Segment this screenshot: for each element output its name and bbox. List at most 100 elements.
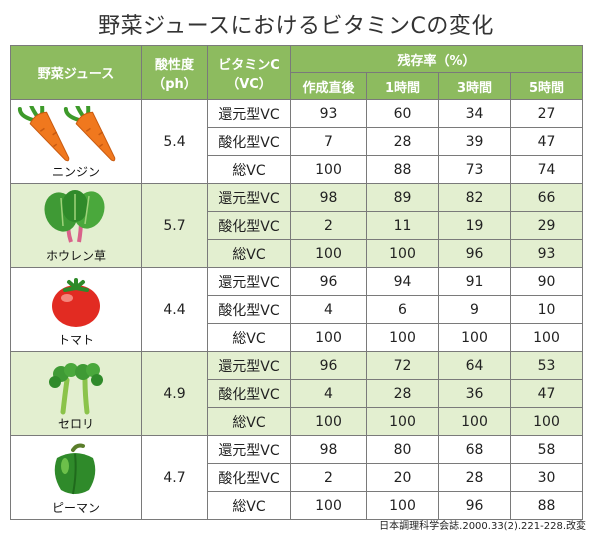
- table-row: 酸化型VC 4 6 9 10: [11, 295, 584, 324]
- residual-value: 20: [366, 463, 439, 492]
- vegetable-cell: ホウレン草: [10, 183, 142, 268]
- source-citation: 日本調理科学会誌.2000.33(2).221-228.改変: [379, 521, 586, 532]
- vegetable-cell: ピーマン: [10, 435, 142, 520]
- vegetable-name: ホウレン草: [45, 249, 106, 263]
- vc-type: 酸化型VC: [207, 463, 291, 492]
- vegetable-group-tomato: トマト 4.4 還元型VC 96 94 91 90 酸化型VC 4 6 9 10…: [10, 267, 584, 352]
- ph-value: 4.7: [141, 435, 208, 520]
- header-vc-line2: （VC）: [226, 76, 272, 92]
- residual-value: 30: [509, 463, 584, 492]
- residual-value: 88: [509, 491, 584, 520]
- table-row: 酸化型VC 4 28 36 47: [11, 379, 584, 408]
- residual-value: 100: [290, 155, 367, 184]
- header-ph: 酸性度 （ph）: [141, 45, 208, 100]
- header-time: 作成直後: [290, 72, 367, 100]
- residual-value: 6: [366, 295, 439, 324]
- page-title: 野菜ジュースにおけるビタミンCの変化: [98, 14, 494, 39]
- table-row: 総VC 100 100 96 93: [11, 239, 584, 268]
- table-row: トマト 4.4 還元型VC 96 94 91 90: [10, 267, 584, 352]
- residual-value: 100: [509, 323, 584, 352]
- table-row: 酸化型VC 7 28 39 47: [11, 127, 584, 156]
- residual-value: 100: [366, 323, 439, 352]
- header-time: 1時間: [366, 72, 439, 100]
- header-time: 5時間: [509, 72, 584, 100]
- table-row: ニンジン 5.4 還元型VC 93 60 34 27: [10, 94, 584, 184]
- residual-value: 100: [366, 491, 439, 520]
- table-row: 総VC 100 100 100 100: [11, 407, 584, 436]
- residual-value: 93: [509, 239, 584, 268]
- tomato-icon: [11, 274, 141, 332]
- vegetable-group-green-pepper: ピーマン 4.7 還元型VC 98 80 68 58 酸化型VC 2 20 28…: [10, 435, 584, 520]
- residual-value: 96: [438, 491, 511, 520]
- residual-value: 27: [509, 99, 584, 128]
- residual-value: 4: [290, 295, 367, 324]
- residual-value: 47: [509, 127, 584, 156]
- residual-value: 100: [366, 239, 439, 268]
- vc-type: 還元型VC: [207, 267, 291, 296]
- vc-type: 還元型VC: [207, 435, 291, 464]
- residual-value: 28: [366, 127, 439, 156]
- residual-value: 96: [290, 267, 367, 296]
- residual-value: 91: [438, 267, 511, 296]
- residual-value: 28: [438, 463, 511, 492]
- vc-type: 総VC: [207, 323, 291, 352]
- residual-value: 98: [290, 183, 367, 212]
- celery-icon: [11, 358, 141, 416]
- ph-value: 4.4: [141, 267, 208, 352]
- table-row: 総VC 100 100 100 100: [11, 323, 584, 352]
- residual-value: 90: [509, 267, 584, 296]
- residual-value: 2: [290, 463, 367, 492]
- vc-type: 酸化型VC: [207, 211, 291, 240]
- residual-value: 9: [438, 295, 511, 324]
- vegetable-name: セロリ: [57, 417, 94, 431]
- residual-value: 74: [509, 155, 584, 184]
- residual-value: 53: [509, 351, 584, 380]
- residual-value: 58: [509, 435, 584, 464]
- vegetable-name: ニンジン: [51, 165, 100, 179]
- residual-value: 100: [366, 407, 439, 436]
- residual-value: 80: [366, 435, 439, 464]
- residual-value: 19: [438, 211, 511, 240]
- vc-type: 酸化型VC: [207, 127, 291, 156]
- vitamin-c-table: 野菜ジュース 酸性度 （ph） ビタミンC （VC） 残存率（%） 作成直後 1…: [10, 45, 584, 520]
- residual-value: 10: [509, 295, 584, 324]
- residual-value: 96: [438, 239, 511, 268]
- header-ph-line2: （ph）: [152, 76, 197, 92]
- spinach-icon: [11, 190, 141, 248]
- vegetable-group-spinach: ホウレン草 5.7 還元型VC 98 89 82 66 酸化型VC 2 11 1…: [10, 183, 584, 268]
- residual-value: 34: [438, 99, 511, 128]
- green-pepper-icon: [11, 442, 141, 500]
- residual-value: 100: [290, 407, 367, 436]
- header-vegetable: 野菜ジュース: [10, 45, 142, 100]
- table-row: 酸化型VC 2 11 19 29: [11, 211, 584, 240]
- residual-value: 64: [438, 351, 511, 380]
- residual-value: 100: [290, 323, 367, 352]
- header-residual: 残存率（%）: [289, 45, 584, 73]
- residual-value: 100: [438, 407, 511, 436]
- header-time: 3時間: [438, 72, 511, 100]
- table-row: 総VC 100 88 73 74: [11, 155, 584, 184]
- residual-value: 28: [366, 379, 439, 408]
- residual-value: 82: [438, 183, 511, 212]
- vegetable-name: ピーマン: [51, 501, 100, 515]
- residual-value: 100: [290, 491, 367, 520]
- vegetable-cell: ニンジン: [10, 94, 142, 184]
- vegetable-cell: セロリ: [10, 351, 142, 436]
- table-row: ピーマン 4.7 還元型VC 98 80 68 58: [10, 435, 584, 520]
- residual-value: 98: [290, 435, 367, 464]
- residual-value: 4: [290, 379, 367, 408]
- vc-type: 総VC: [207, 239, 291, 268]
- vegetable-group-celery: セロリ 4.9 還元型VC 96 72 64 53 酸化型VC 4 28 36 …: [10, 351, 584, 436]
- residual-value: 29: [509, 211, 584, 240]
- residual-value: 96: [290, 351, 367, 380]
- ph-value: 4.9: [141, 351, 208, 436]
- residual-value: 47: [509, 379, 584, 408]
- ph-value: 5.7: [141, 183, 208, 268]
- residual-value: 93: [290, 99, 367, 128]
- vc-type: 還元型VC: [207, 183, 291, 212]
- vegetable-group-carrot: ニンジン 5.4 還元型VC 93 60 34 27 酸化型VC 7 28 39…: [10, 94, 584, 184]
- table-row: セロリ 4.9 還元型VC 96 72 64 53: [10, 351, 584, 436]
- header-vc-line1: ビタミンC: [218, 57, 280, 73]
- residual-value: 7: [290, 127, 367, 156]
- header-vc: ビタミンC （VC）: [207, 45, 291, 100]
